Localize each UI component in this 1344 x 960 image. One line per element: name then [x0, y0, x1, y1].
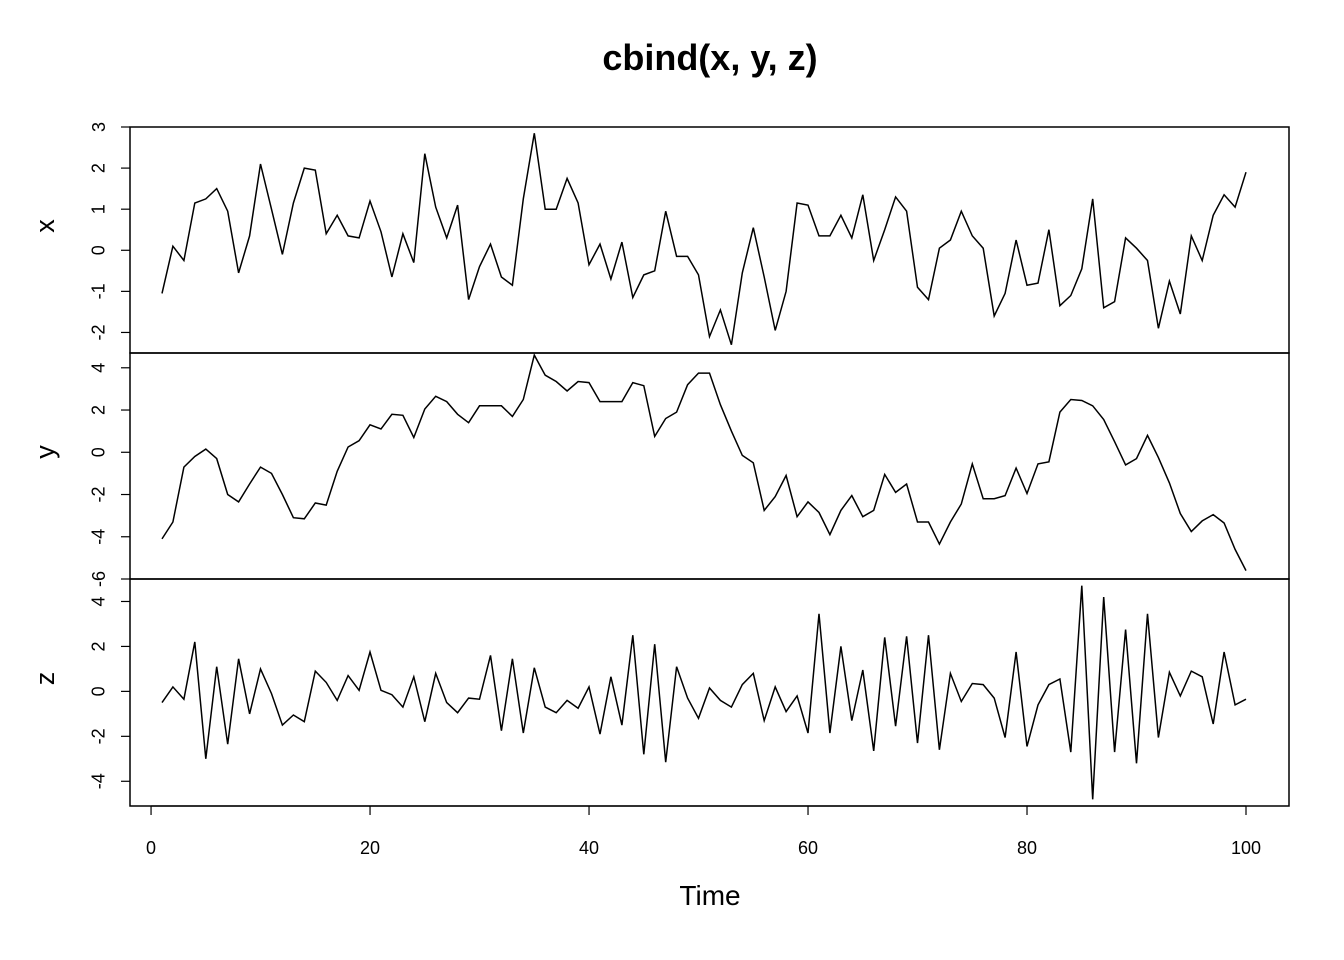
y-tick-label-z-2: 0 — [89, 686, 109, 696]
x-axis: 0 20 40 60 80 100 — [146, 805, 1261, 858]
y-tick-label-y-0: -6 — [89, 571, 109, 587]
y-tick-label-x-0: -2 — [89, 324, 109, 340]
y-tick-label-y-1: -4 — [89, 529, 109, 545]
panel-label-z: z — [30, 672, 60, 686]
x-tick-label-1: 20 — [360, 838, 380, 858]
y-tick-label-y-2: -2 — [89, 487, 109, 503]
x-axis-title: Time — [679, 880, 740, 911]
y-tick-label-x-5: 3 — [89, 122, 109, 132]
series-line-y — [161, 353, 1247, 571]
x-tick-label-2: 40 — [579, 838, 599, 858]
panel-label-x: x — [30, 219, 60, 233]
y-tick-label-z-0: -4 — [89, 773, 109, 789]
panel-frame-x — [129, 126, 1290, 354]
y-tick-label-x-1: -1 — [89, 283, 109, 299]
y-tick-label-y-5: 4 — [89, 363, 109, 373]
y-tick-label-x-2: 0 — [89, 245, 109, 255]
chart-title: cbind(x, y, z) — [602, 37, 817, 78]
x-tick-label-0: 0 — [146, 838, 156, 858]
panel-frame-z — [129, 578, 1290, 807]
panel-label-y: y — [30, 445, 60, 459]
y-tick-label-x-4: 2 — [89, 163, 109, 173]
y-tick-label-y-3: 0 — [89, 447, 109, 457]
panel-frame-y — [129, 352, 1290, 580]
series-line-z — [161, 585, 1247, 800]
panel-y: -6 -4 -2 0 2 4 y — [30, 352, 1290, 587]
y-tick-label-z-1: -2 — [89, 728, 109, 744]
x-tick-label-5: 100 — [1231, 838, 1261, 858]
y-tick-label-x-3: 1 — [89, 204, 109, 214]
panels: -2 -1 0 1 2 3 x -6 -4 -2 0 2 4 y -4 -2 0 2 4 z — [30, 122, 1290, 807]
panel-z: -4 -2 0 2 4 z — [30, 578, 1290, 807]
y-tick-label-z-4: 4 — [89, 596, 109, 606]
y-tick-label-z-3: 2 — [89, 641, 109, 651]
y-tick-label-y-4: 2 — [89, 405, 109, 415]
series-line-x — [161, 133, 1247, 346]
x-tick-label-4: 80 — [1017, 838, 1037, 858]
x-tick-label-3: 60 — [798, 838, 818, 858]
panel-x: -2 -1 0 1 2 3 x — [30, 122, 1290, 354]
